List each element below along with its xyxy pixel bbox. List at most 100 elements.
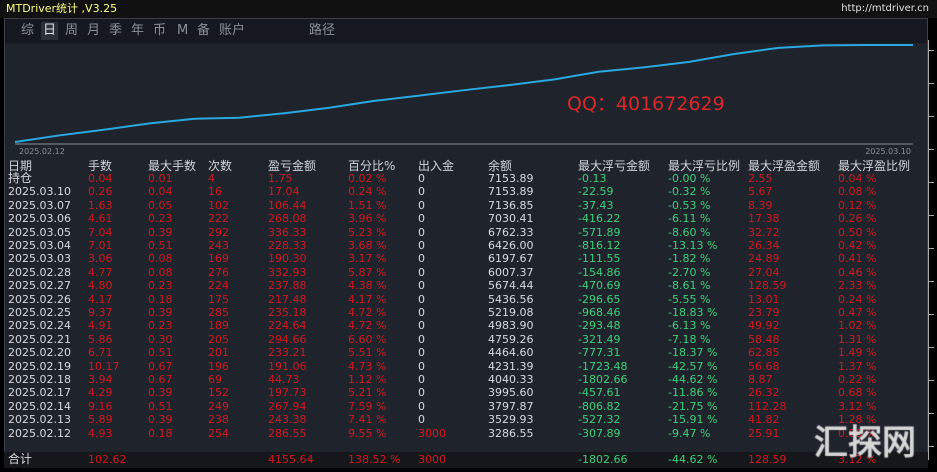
column-header[interactable]: 最大浮亏金额 [578,159,651,173]
tab-5[interactable]: 年 [131,23,145,38]
table-cell: 7.41 % [348,413,387,427]
scale-tick [929,215,934,216]
table-cell: 5.23 % [348,225,387,239]
table-cell: 276 [208,265,229,279]
table-cell: 4.80 [88,279,113,293]
table-cell: 8.39 [748,198,773,212]
column-header[interactable]: 最大手数 [148,159,197,173]
tab-7[interactable]: M [177,23,189,38]
table-cell: 0 [418,225,425,239]
table-cell: 9.16 [88,399,113,413]
row-label: 2025.03.04 [8,239,71,252]
table-cell: 0 [418,279,425,293]
table-cell: 3.12 % [838,399,877,413]
table-cell: 237.88 [268,279,307,293]
row-label: 持仓 [8,171,33,185]
balance-chart: 2025.02.12 2025.03.10 [14,44,913,156]
column-header[interactable]: 次数 [208,159,233,173]
table-cell: 175 [208,292,229,306]
row-label: 2025.02.28 [8,265,71,279]
table-cell: 0 [418,386,425,400]
tab-6[interactable]: 币 [153,23,167,38]
row-label: 合计 [8,452,33,466]
table-cell: 217.48 [268,292,307,306]
tab-4[interactable]: 季 [109,23,123,38]
table-cell: -15.91 % [668,413,718,427]
table-cell: 62.85 [748,346,780,360]
table-cell: 233.21 [268,346,307,360]
period-tabs: 综日周月季年币 M 备账户 路径 [5,19,927,43]
table-cell: 3000 [418,453,446,466]
table-cell: 196 [208,359,229,373]
table-cell: 112.28 [748,399,787,413]
table-cell: 0 [418,346,425,360]
table-cell: 5.89 [88,413,113,427]
table-cell: 222 [208,212,229,226]
table-cell: -0.00 % [668,172,711,185]
tab-10[interactable]: 路径 [309,23,336,38]
table-cell: 0.30 [148,332,173,346]
table-cell: -0.53 % [668,198,711,212]
table-cell: -0.13 [578,172,607,185]
table-cell: -154.86 [578,265,621,279]
column-header[interactable]: 日期 [8,159,33,173]
table-cell: 0 [418,172,425,185]
website-link[interactable]: http://mtdriver.cn [841,3,929,14]
table-cell: 3.96 % [348,212,387,226]
tab-0[interactable]: 综 [21,23,35,38]
tab-8[interactable]: 备 [197,23,211,38]
tab-9[interactable]: 账户 [219,23,246,38]
table-cell: 0 [418,185,425,199]
table-cell: 3.12 % [838,453,877,466]
column-header[interactable]: 盈亏金额 [268,159,317,173]
row-label: 2025.02.21 [8,332,71,346]
table-cell: 1.63 [88,198,113,212]
row-label: 2025.03.03 [8,252,71,266]
table-cell: 6426.00 [488,239,534,252]
table-cell: 0.23 [148,279,173,293]
table-cell: 5.51 % [348,346,387,360]
column-header[interactable]: 百分比% [348,159,396,173]
table-cell: -44.62 % [668,373,718,386]
tab-3[interactable]: 月 [87,23,101,38]
table-cell: -22.59 [578,185,614,199]
table-cell: 0.04 [88,172,113,185]
table-cell: -8.61 % [668,279,711,293]
table-cell: -321.49 [578,332,621,346]
table-cell: 4.73 % [348,359,387,373]
column-header[interactable]: 最大浮盈比例 [838,159,911,173]
table-cell: -7.18 % [668,332,711,346]
table-cell: 4155.64 [268,453,314,466]
table-cell: 7.04 [88,225,113,239]
column-header[interactable]: 出入金 [418,159,455,173]
table-cell: 0.41 % [838,252,877,266]
table-cell: 17.38 [748,212,780,226]
table-cell: 0.51 [148,399,173,413]
tab-2[interactable]: 周 [65,23,79,38]
column-header[interactable]: 手数 [88,159,113,173]
scale-tick [929,182,934,183]
scale-tick [929,83,934,84]
table-cell: 3995.60 [488,386,534,400]
column-header[interactable]: 最大浮盈金额 [748,159,821,173]
total-row [4,452,928,468]
table-cell: -6.11 % [668,212,711,226]
column-header[interactable]: 余额 [488,159,513,173]
table-cell: 7.01 [88,239,113,252]
table-cell: 3286.55 [488,426,534,440]
table-cell: 4464.60 [488,346,534,360]
column-header[interactable]: 最大浮亏比例 [668,159,741,173]
table-cell: 228.33 [268,239,307,252]
table-cell: 5674.44 [488,279,534,293]
table-cell: 3.17 % [348,252,387,266]
table-cell: 6762.33 [488,225,534,239]
table-cell: 7136.85 [488,198,534,212]
table-cell: 102.62 [88,453,127,466]
tab-1[interactable]: 日 [41,22,59,40]
table-cell: -21.75 % [668,399,718,413]
table-cell: 0 [418,413,425,427]
table-cell: 5.87 % [348,265,387,279]
table-cell: -9.47 % [668,426,711,440]
table-cell: -37.43 [578,198,614,212]
table-cell: 9.37 [88,306,113,319]
